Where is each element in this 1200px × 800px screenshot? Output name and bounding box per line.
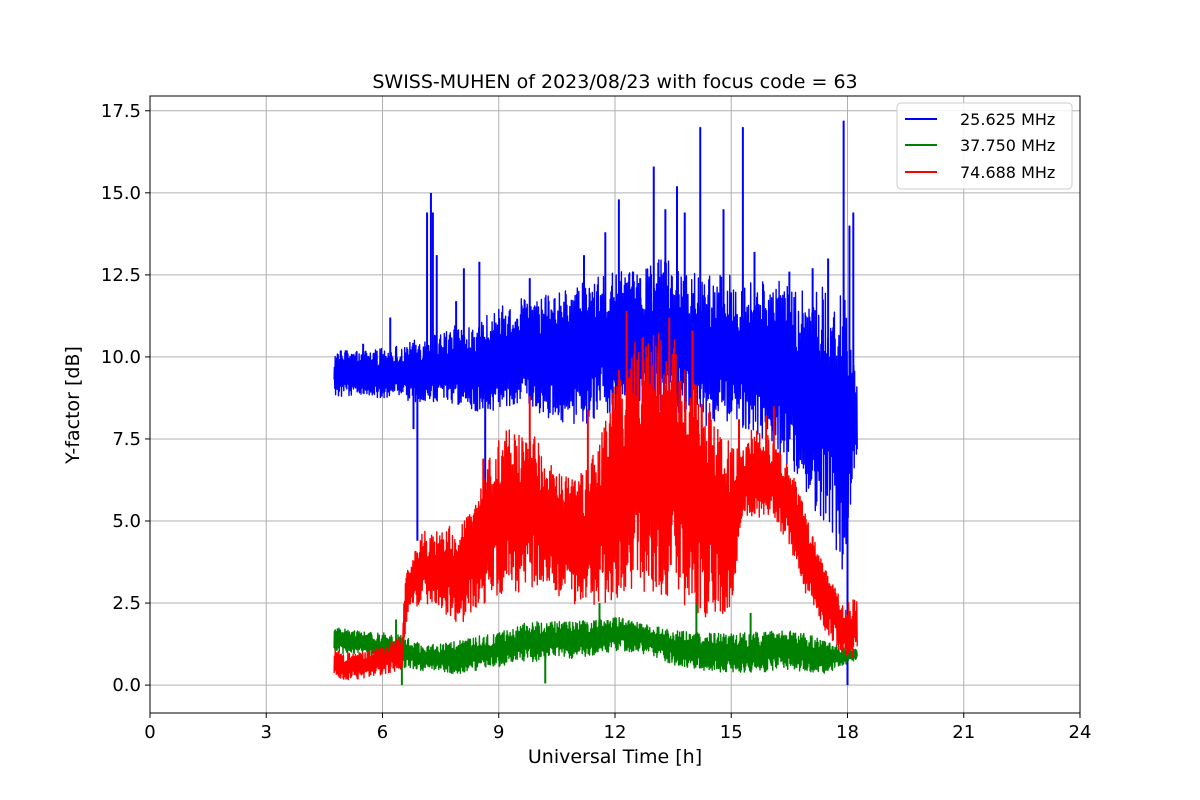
legend-label-74688: 74.688 MHz <box>960 163 1055 182</box>
y-tick-label: 7.5 <box>112 429 141 450</box>
legend: 25.625 MHz 37.750 MHz 74.688 MHz <box>896 102 1073 190</box>
y-tick-label: 15.0 <box>101 183 141 204</box>
x-tick-label: 21 <box>952 722 975 743</box>
y-tick-label: 12.5 <box>101 265 141 286</box>
x-tick-label: 12 <box>604 722 627 743</box>
x-tick-label: 3 <box>261 722 272 743</box>
chart-title: SWISS-MUHEN of 2023/08/23 with focus cod… <box>372 71 857 93</box>
y-axis-title: Y-factor [dB] <box>62 346 84 465</box>
series-line <box>333 332 858 681</box>
x-tick-label: 18 <box>836 722 859 743</box>
axis-ticks: 0 3 6 9 12 15 18 21 24 0.0 2.5 5.0 7.5 10.0 12.5 15.0 17… <box>101 101 1092 743</box>
x-tick-label: 0 <box>144 722 155 743</box>
y-tick-label: 10.0 <box>101 347 141 368</box>
x-tick-label: 24 <box>1069 722 1092 743</box>
series-74688 <box>333 310 858 681</box>
x-axis-title: Universal Time [h] <box>528 746 702 768</box>
x-tick-label: 15 <box>720 722 743 743</box>
series-line <box>333 617 858 674</box>
legend-label-37750: 37.750 MHz <box>960 136 1055 155</box>
y-tick-label: 2.5 <box>112 593 141 614</box>
series-25625 <box>333 120 858 686</box>
y-tick-label: 17.5 <box>101 101 141 122</box>
y-tick-label: 5.0 <box>112 511 141 532</box>
series-line <box>333 259 858 570</box>
legend-label-25625: 25.625 MHz <box>960 110 1055 129</box>
x-tick-label: 9 <box>493 722 504 743</box>
y-tick-label: 0.0 <box>112 675 141 696</box>
legend-box <box>896 102 1073 190</box>
x-tick-label: 6 <box>377 722 388 743</box>
series-layer <box>333 120 858 686</box>
